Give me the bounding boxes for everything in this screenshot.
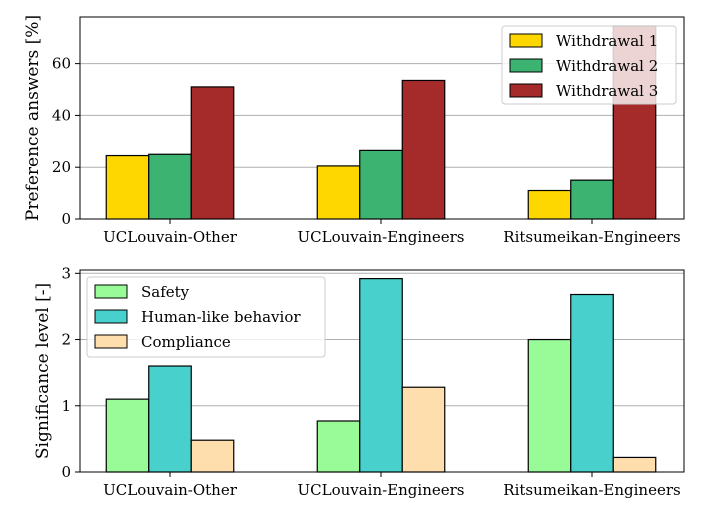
- legend-swatch: [509, 83, 543, 98]
- legend-swatch: [94, 334, 128, 349]
- x-tick-label: UCLouvain-Other: [103, 228, 238, 246]
- chart-panel-2: 0 1 2 3 UCLouvain-Other UCLouvain-Engineers Ri…: [33, 264, 685, 499]
- legend-entry: Withdrawal 3: [556, 82, 658, 100]
- legend-entry: Safety: [141, 283, 190, 301]
- x-tick-label: UCLouvain-Engineers: [297, 228, 464, 246]
- y-tick-label: 0: [61, 210, 71, 228]
- bar-withdrawal-2-ritsumeikan-engineers: [570, 179, 614, 220]
- y-axis-label: Significance level [-]: [33, 283, 53, 459]
- bar-safety-uclouvain-other: [105, 398, 150, 473]
- legend-entry: Withdrawal 2: [556, 57, 658, 75]
- legend-swatch: [94, 309, 128, 324]
- legend-swatch: [509, 33, 543, 48]
- bar-compliance-uclouvain-other: [190, 439, 235, 473]
- bar-compliance-uclouvain-engineers: [401, 386, 446, 473]
- x-tick-label: UCLouvain-Other: [103, 481, 238, 499]
- legend-swatch: [509, 58, 543, 73]
- bar-withdrawal-3-uclouvain-other: [190, 86, 235, 220]
- bar-compliance-ritsumeikan-engineers: [612, 456, 657, 473]
- bar-human-like-behavior-uclouvain-engineers: [359, 278, 403, 473]
- bar-withdrawal-1-uclouvain-other: [105, 154, 150, 220]
- y-axis-label: Preference answers [%]: [23, 15, 43, 221]
- chart-panel-1: 0 20 40 60 UCLouvain-Other UCLouvain-Engineer…: [23, 15, 685, 246]
- bar-human-like-behavior-ritsumeikan-engineers: [570, 293, 614, 473]
- bar-safety-uclouvain-engineers: [316, 420, 361, 473]
- bar-withdrawal-1-uclouvain-engineers: [316, 165, 361, 220]
- plot-frame: [79, 269, 685, 473]
- x-tick-label: UCLouvain-Engineers: [297, 481, 464, 499]
- y-tick-label: 20: [52, 158, 71, 176]
- y-tick-label: 1: [61, 397, 71, 415]
- legend-swatch: [94, 284, 128, 299]
- plot-frame: [79, 16, 685, 220]
- legend-entry: Compliance: [141, 333, 231, 351]
- legend-box: [86, 276, 326, 358]
- legend-entry: Withdrawal 1: [556, 32, 658, 50]
- bar-withdrawal-2-uclouvain-engineers: [359, 149, 403, 220]
- legend-box: [501, 25, 677, 105]
- bar-human-like-behavior-uclouvain-other: [148, 365, 192, 473]
- y-tick-label: 3: [61, 264, 71, 282]
- bar-withdrawal-2-uclouvain-other: [148, 153, 192, 220]
- y-tick-label: 2: [61, 331, 71, 349]
- legend-entry: Human-like behavior: [141, 308, 301, 326]
- x-tick-label: Ritsumeikan-Engineers: [503, 481, 680, 499]
- bar-withdrawal-1-ritsumeikan-engineers: [527, 189, 572, 220]
- x-tick-label: Ritsumeikan-Engineers: [503, 228, 680, 246]
- y-tick-label: 0: [61, 463, 71, 481]
- bar-withdrawal-3-uclouvain-engineers: [401, 79, 446, 220]
- bar-safety-ritsumeikan-engineers: [527, 338, 572, 473]
- y-tick-label: 40: [52, 106, 71, 124]
- y-tick-label: 60: [52, 55, 71, 73]
